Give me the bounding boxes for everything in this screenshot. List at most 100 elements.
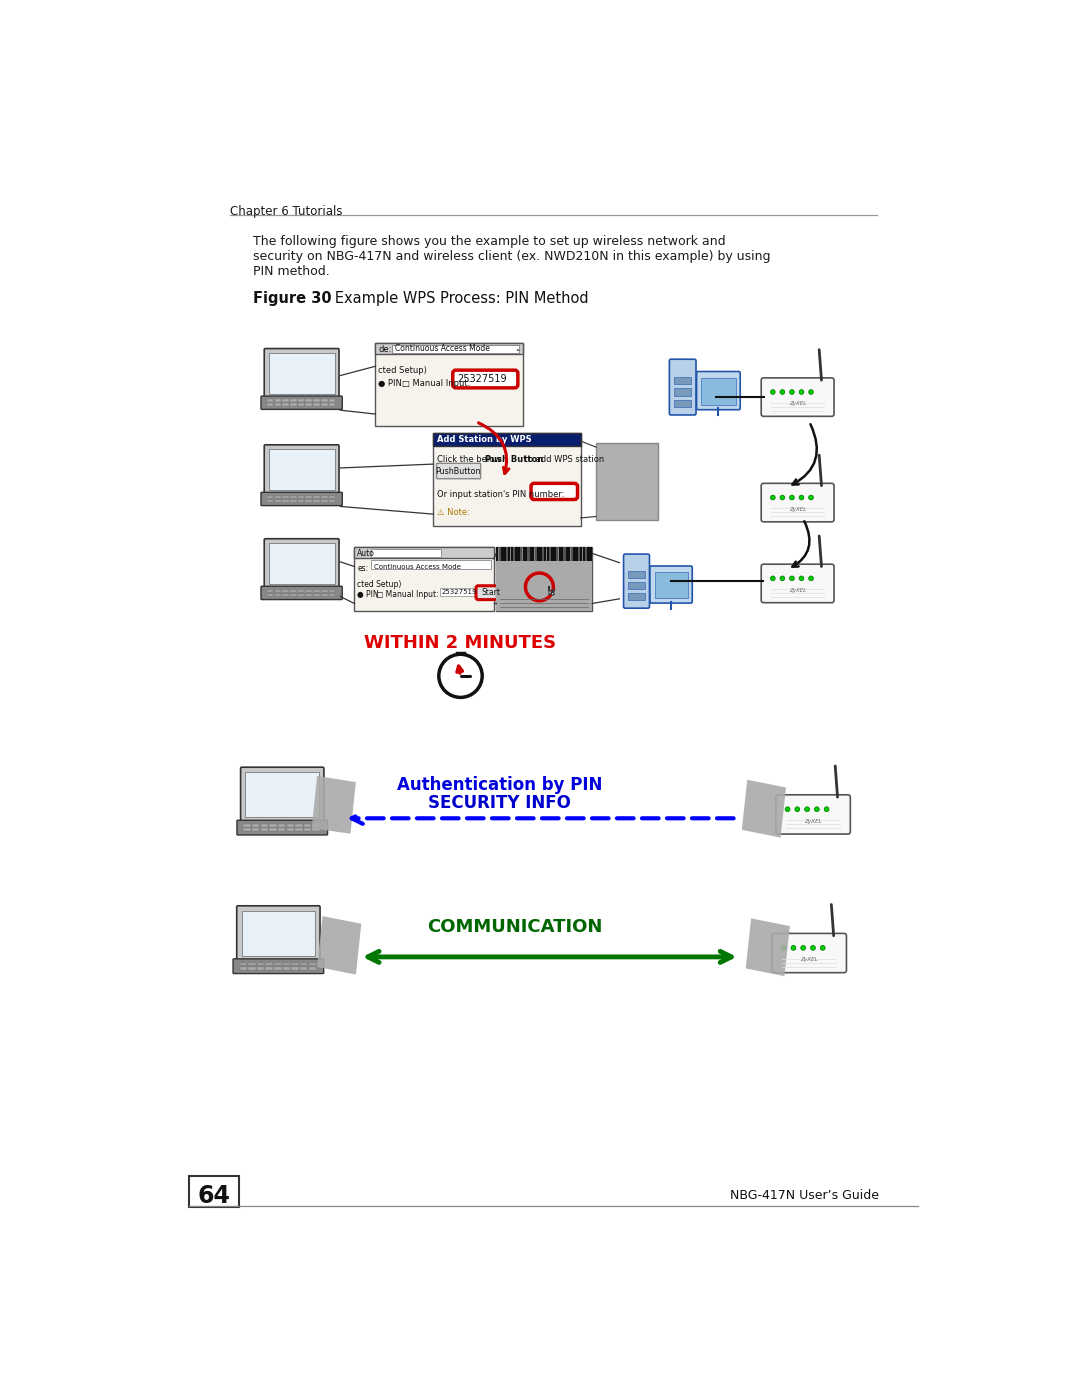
Bar	[674, 400, 691, 408]
Circle shape	[789, 576, 794, 581]
Bar	[511, 548, 513, 562]
Bar	[298, 594, 305, 597]
Bar	[588, 548, 590, 562]
Bar	[570, 548, 572, 562]
Bar	[433, 433, 581, 446]
Circle shape	[770, 495, 775, 500]
Circle shape	[780, 495, 785, 500]
Bar	[291, 404, 297, 407]
Bar	[576, 548, 578, 562]
Text: NBG-417N User’s Guide: NBG-417N User’s Guide	[730, 1189, 879, 1201]
Bar	[267, 404, 273, 407]
Bar	[245, 773, 319, 817]
FancyBboxPatch shape	[531, 483, 578, 500]
Bar	[578, 548, 580, 562]
Bar	[286, 828, 294, 831]
Bar	[303, 824, 311, 827]
Text: cted Setup): cted Setup)	[357, 580, 402, 588]
Circle shape	[780, 576, 785, 581]
Bar	[629, 594, 645, 601]
FancyBboxPatch shape	[761, 377, 834, 416]
Bar	[300, 963, 308, 965]
FancyBboxPatch shape	[261, 587, 342, 599]
Text: ZyXEL: ZyXEL	[800, 957, 819, 963]
Bar	[328, 590, 335, 592]
Bar	[283, 967, 291, 970]
Bar	[580, 548, 582, 562]
Bar	[313, 496, 320, 499]
Bar	[309, 967, 316, 970]
Circle shape	[799, 495, 804, 500]
Text: ZyXEL: ZyXEL	[788, 401, 807, 407]
Bar	[585, 548, 588, 562]
Circle shape	[824, 807, 829, 812]
Circle shape	[770, 576, 775, 581]
Text: Auto: Auto	[357, 549, 376, 557]
Text: 25327519: 25327519	[458, 374, 507, 384]
Bar	[248, 963, 256, 965]
FancyBboxPatch shape	[775, 795, 850, 834]
FancyBboxPatch shape	[650, 566, 692, 604]
Bar	[535, 548, 537, 562]
Bar	[295, 828, 302, 831]
Bar	[328, 496, 335, 499]
Bar	[306, 400, 312, 402]
Bar	[558, 548, 561, 562]
Bar	[440, 588, 476, 595]
FancyBboxPatch shape	[476, 585, 505, 599]
Circle shape	[781, 946, 786, 950]
Text: to add WPS station: to add WPS station	[523, 455, 605, 464]
Bar	[306, 404, 312, 407]
FancyBboxPatch shape	[265, 349, 339, 398]
FancyBboxPatch shape	[237, 905, 320, 961]
Bar	[252, 828, 259, 831]
Circle shape	[814, 807, 820, 812]
Bar	[527, 548, 529, 562]
Text: de:: de:	[378, 345, 392, 353]
Bar	[306, 590, 312, 592]
Bar	[513, 548, 515, 562]
Bar	[546, 548, 549, 562]
Text: Continuous Access Mode: Continuous Access Mode	[394, 345, 489, 353]
FancyBboxPatch shape	[623, 555, 649, 608]
Bar	[240, 967, 247, 970]
Bar	[274, 404, 281, 407]
Bar	[525, 548, 527, 562]
Bar	[556, 548, 558, 562]
Bar	[257, 963, 265, 965]
Text: Click the below: Click the below	[437, 455, 504, 464]
Bar	[267, 496, 273, 499]
Bar	[674, 388, 691, 395]
Bar	[291, 400, 297, 402]
Bar	[252, 824, 259, 827]
Bar	[561, 548, 563, 562]
Text: COMMUNICATION: COMMUNICATION	[427, 918, 603, 936]
Text: □ Manual Input:: □ Manual Input:	[402, 379, 470, 387]
Bar	[629, 571, 645, 578]
Bar	[674, 377, 691, 384]
Circle shape	[780, 390, 785, 394]
Text: Push Button: Push Button	[485, 455, 543, 464]
Bar	[267, 594, 273, 597]
Bar	[274, 500, 281, 503]
Bar	[313, 400, 320, 402]
Bar	[530, 548, 532, 562]
Text: 25327519: 25327519	[441, 590, 476, 595]
Bar	[266, 963, 273, 965]
Bar	[282, 590, 288, 592]
Bar	[654, 573, 688, 598]
Text: The following figure shows you the example to set up wireless network and: The following figure shows you the examp…	[253, 236, 726, 249]
Circle shape	[789, 390, 794, 394]
FancyBboxPatch shape	[261, 397, 342, 409]
Bar	[532, 548, 535, 562]
Bar	[274, 590, 281, 592]
Bar	[328, 500, 335, 503]
Bar	[568, 548, 570, 562]
Text: ● PIN: ● PIN	[378, 379, 402, 387]
Bar	[505, 548, 508, 562]
Bar	[517, 548, 519, 562]
FancyBboxPatch shape	[237, 820, 327, 835]
Bar	[590, 548, 592, 562]
Bar	[701, 377, 735, 405]
Bar	[321, 594, 327, 597]
